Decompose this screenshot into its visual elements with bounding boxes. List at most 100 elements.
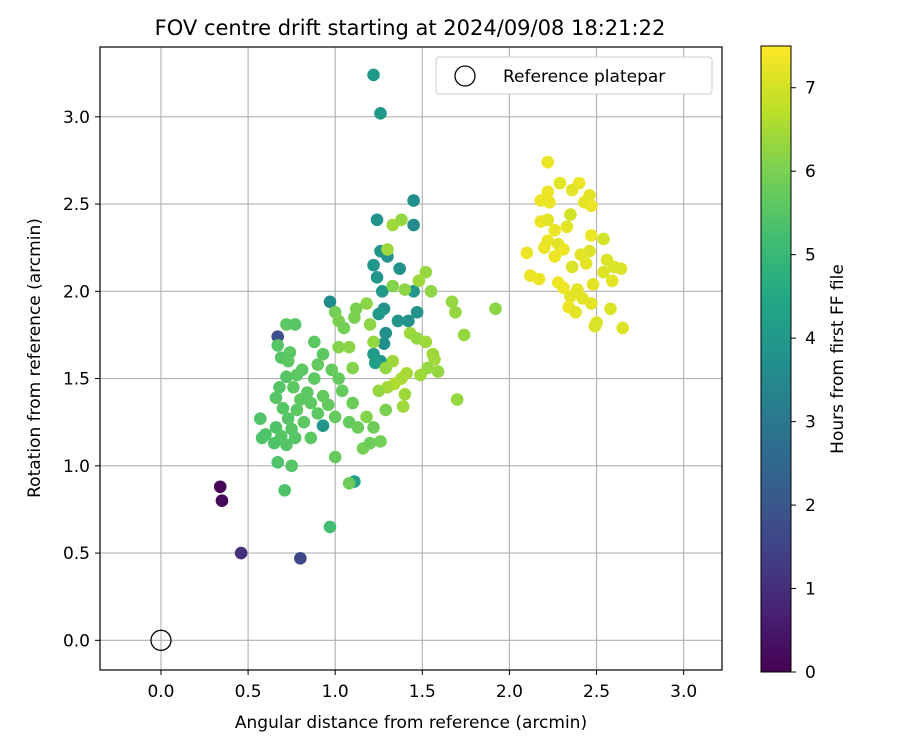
data-point xyxy=(281,412,295,426)
data-point xyxy=(273,380,286,394)
data-point xyxy=(308,335,321,349)
x-tick-label: 3.0 xyxy=(670,682,697,702)
data-point xyxy=(253,412,267,426)
data-point xyxy=(367,258,380,272)
legend: Reference platepar xyxy=(435,56,713,95)
data-point xyxy=(398,283,412,296)
data-point xyxy=(548,223,562,237)
x-tick-label: 1.0 xyxy=(322,682,349,702)
y-tick-label: 2.5 xyxy=(63,195,90,215)
data-point xyxy=(395,213,408,227)
data-point xyxy=(294,393,307,406)
data-point xyxy=(450,393,464,406)
data-point xyxy=(564,208,577,221)
data-point xyxy=(332,372,345,385)
data-point xyxy=(419,335,433,349)
data-point xyxy=(328,410,342,424)
colorbar-tick-label: 0 xyxy=(805,663,816,683)
data-point xyxy=(271,339,285,352)
x-ticks: 0.0 0.5 1.0 1.5 2.0 2.5 3.0 xyxy=(147,670,697,702)
data-point xyxy=(271,456,285,469)
data-point xyxy=(541,185,555,199)
data-point xyxy=(381,243,394,256)
chart-title: FOV centre drift starting at 2024/09/08 … xyxy=(155,16,666,40)
data-point xyxy=(332,340,345,354)
data-point xyxy=(374,435,387,448)
data-point xyxy=(325,363,339,377)
data-point xyxy=(449,305,462,319)
data-point xyxy=(363,436,377,450)
data-point xyxy=(346,361,359,375)
colorbar-tick-label: 4 xyxy=(805,329,816,349)
x-tick-label: 1.5 xyxy=(409,682,436,702)
y-tick-label: 2.0 xyxy=(63,282,90,302)
data-point xyxy=(281,354,295,368)
data-point xyxy=(616,321,629,335)
data-point xyxy=(407,194,420,207)
colorbar-ticks: 0 1 2 3 4 5 6 7 xyxy=(791,79,816,683)
data-point xyxy=(372,307,386,321)
data-point xyxy=(234,546,248,560)
gridlines xyxy=(100,47,722,670)
data-point xyxy=(316,347,330,361)
data-point xyxy=(564,290,577,303)
data-point xyxy=(328,450,342,464)
data-point xyxy=(398,387,412,401)
data-point xyxy=(321,398,335,412)
data-point xyxy=(541,155,555,169)
data-point xyxy=(379,361,393,375)
data-point xyxy=(565,260,579,274)
data-point xyxy=(565,183,579,197)
data-point xyxy=(360,297,373,310)
colorbar-tick-label: 1 xyxy=(805,580,816,600)
data-point xyxy=(368,356,382,370)
y-tick-label: 1.0 xyxy=(63,457,90,477)
y-axis-label: Rotation from reference (arcmin) xyxy=(25,218,45,498)
legend-label: Reference platepar xyxy=(503,67,665,87)
data-point xyxy=(351,421,365,434)
data-point xyxy=(414,368,427,382)
x-tick-label: 0.5 xyxy=(235,682,262,702)
data-point xyxy=(342,476,356,490)
data-point xyxy=(396,400,410,413)
data-point xyxy=(586,278,600,291)
colorbar-label: Hours from first FF file xyxy=(828,264,848,454)
data-point xyxy=(424,285,438,298)
data-point xyxy=(271,330,285,343)
data-point xyxy=(280,370,293,384)
data-points xyxy=(213,68,629,565)
data-point xyxy=(614,262,628,275)
data-point xyxy=(393,262,406,275)
data-point xyxy=(588,319,602,333)
data-point xyxy=(520,246,534,260)
data-point xyxy=(585,199,598,213)
data-point xyxy=(374,107,387,120)
data-point xyxy=(532,272,546,286)
data-point xyxy=(323,520,337,534)
data-point xyxy=(304,396,318,410)
data-point xyxy=(360,410,373,424)
data-point xyxy=(288,431,302,445)
data-point xyxy=(391,314,405,328)
data-point xyxy=(372,384,386,398)
data-point xyxy=(367,421,380,434)
colorbar-tick-label: 2 xyxy=(805,496,816,516)
data-point xyxy=(375,285,389,298)
data-point xyxy=(597,265,610,279)
data-point xyxy=(553,176,567,190)
data-point xyxy=(348,311,361,324)
data-point xyxy=(290,403,304,417)
data-point xyxy=(431,365,445,378)
y-ticks: 0.0 0.5 1.0 1.5 2.0 2.5 3.0 xyxy=(63,108,100,651)
data-point xyxy=(276,401,290,415)
data-point xyxy=(267,436,281,450)
plot-frame xyxy=(99,46,723,671)
data-point xyxy=(288,318,302,331)
data-point xyxy=(457,328,471,342)
data-point xyxy=(557,281,570,295)
colorbar xyxy=(760,45,792,673)
legend-marker xyxy=(454,65,476,87)
data-point xyxy=(363,318,377,331)
data-point xyxy=(445,295,459,309)
